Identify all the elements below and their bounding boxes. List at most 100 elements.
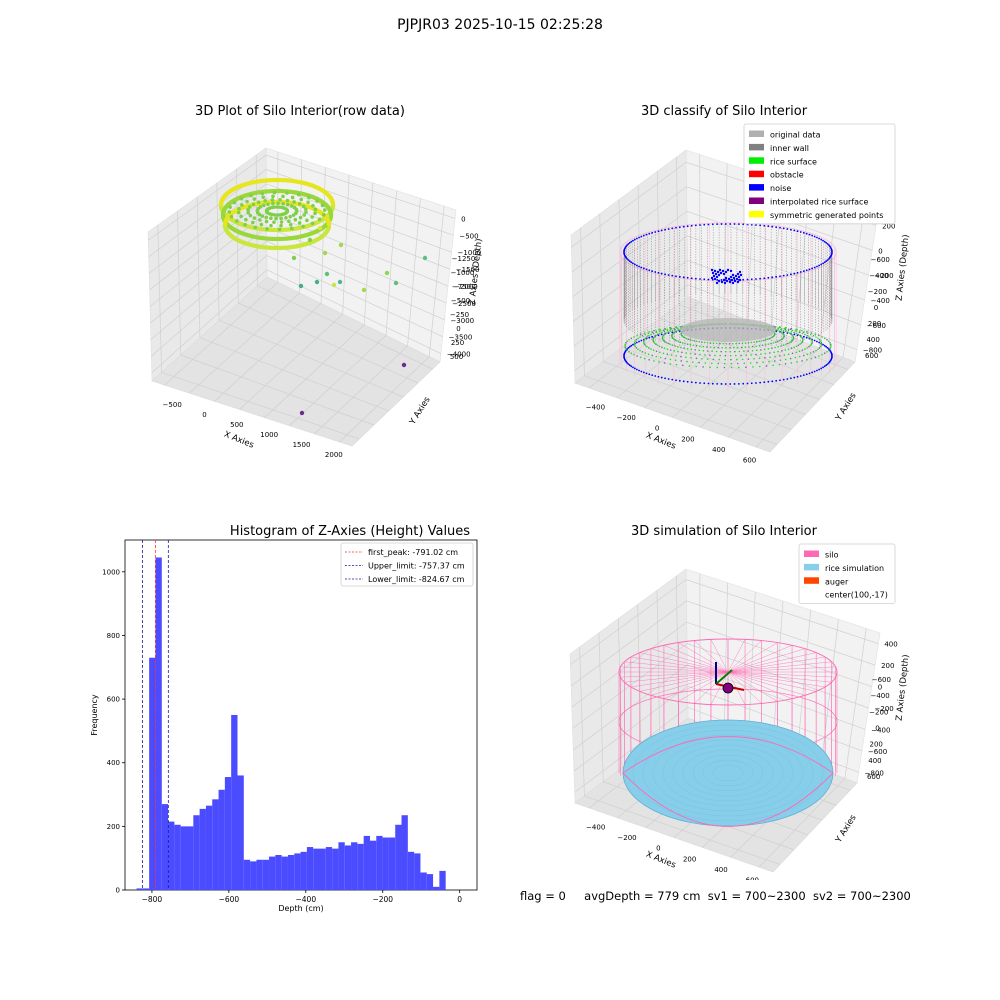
classify-rice-point	[633, 336, 635, 338]
classify-rice-point	[637, 337, 639, 340]
raw-data-point	[299, 197, 304, 202]
classify-rice-point	[767, 347, 770, 350]
classify-noise-cluster	[717, 273, 721, 277]
classify-z-grid	[572, 210, 869, 297]
raw-y-grid	[164, 282, 279, 386]
classify-rice-point	[677, 329, 680, 332]
classify-noise-point	[651, 374, 654, 377]
classify-rice-point	[702, 349, 705, 352]
classify-rice-point	[823, 352, 826, 355]
raw-outlier-point	[322, 250, 328, 256]
classify-rice-point	[783, 354, 786, 356]
classify-rice-point	[830, 344, 832, 347]
raw-z-grid	[151, 255, 443, 357]
raw-x-grid	[257, 285, 433, 370]
classify-noise-point	[818, 368, 821, 371]
classify-rice-point	[784, 326, 787, 329]
histogram-bar	[193, 815, 200, 890]
classify-noise-point	[811, 267, 814, 270]
raw-data-point	[302, 213, 306, 217]
classify-rice-point	[787, 328, 790, 331]
classify-rice-point	[695, 357, 698, 360]
classify-noise-cluster	[715, 275, 719, 279]
classify-center-cone	[680, 318, 776, 342]
classify-rice-point	[694, 349, 697, 351]
raw-outlier-point	[338, 242, 344, 248]
classify-noise-point	[818, 237, 821, 240]
classify-rice-point	[820, 344, 823, 346]
classify-noise-point	[627, 347, 630, 349]
classify-noise-point	[627, 363, 630, 365]
classify-rice-point	[811, 339, 813, 342]
classify-rice-point	[735, 354, 737, 357]
classify-rice-point	[808, 336, 810, 338]
classify-rice-point	[755, 353, 757, 356]
histogram-x-tick: −800	[142, 895, 163, 904]
classify-noise-cluster	[734, 274, 738, 278]
classify-noise-point	[671, 378, 674, 381]
classify-noise-point	[630, 240, 633, 243]
classify-rice-point	[779, 339, 782, 341]
raw-data-point	[249, 193, 253, 198]
raw-data-point	[271, 194, 275, 199]
raw-data-point	[269, 216, 273, 221]
raw-outlier-point	[401, 362, 407, 368]
classify-rice-point	[756, 340, 758, 343]
classify-rice-point	[801, 341, 803, 343]
histogram-bar	[300, 851, 307, 890]
raw-data-point	[277, 213, 282, 217]
classify-rice-point	[791, 352, 794, 355]
classify-rice-point	[669, 343, 671, 346]
raw-data-point	[250, 220, 255, 225]
classify-noise-point	[711, 278, 714, 281]
classify-rice-point	[655, 343, 657, 346]
classify-noise-point	[627, 259, 630, 261]
classify-noise-point	[667, 378, 670, 380]
classify-rice-point	[698, 349, 701, 352]
classify-rice-point	[823, 337, 826, 340]
classify-rice-point	[659, 356, 662, 359]
classify-rice-point	[670, 327, 673, 330]
sim-y-tick: −600	[872, 676, 891, 684]
classify-rice-point	[665, 332, 668, 334]
histogram-bar	[275, 855, 282, 890]
classify-noise-cluster	[724, 270, 728, 274]
classify-rice-point	[655, 355, 658, 358]
classify-rice-point	[784, 358, 787, 361]
classify-rice-point	[633, 344, 636, 346]
classify-noise-point	[822, 343, 824, 346]
classify-legend-label: inner wall	[770, 144, 809, 153]
classify-rice-point	[753, 357, 755, 360]
classify-z-grid	[574, 284, 858, 371]
classify-noise-cluster	[723, 281, 727, 285]
classify-noise-point	[786, 228, 789, 230]
raw-data-point	[270, 198, 275, 202]
classify-rice-point	[718, 358, 720, 361]
classify-noise-point	[763, 381, 766, 384]
classify-y-tick: −200	[868, 288, 887, 296]
classify-noise-point	[648, 336, 651, 339]
classify-rice-point	[744, 346, 747, 348]
raw-y-grid	[239, 313, 343, 410]
classify-noise-point	[686, 225, 689, 228]
raw-data-point	[251, 202, 256, 207]
classify-rice-point	[743, 362, 746, 365]
raw-data-point	[281, 201, 285, 206]
classify-rice-point	[671, 329, 674, 332]
classify-rice-point	[737, 366, 740, 369]
classify-noise-point	[642, 371, 645, 374]
classify-rice-point	[689, 352, 692, 355]
classify-rice-point	[810, 343, 813, 346]
classify-noise-point	[716, 382, 719, 385]
raw-data-point	[293, 217, 298, 222]
classify-rice-point	[793, 331, 795, 334]
classify-y-tick: 0	[874, 304, 878, 312]
classify-rice-point	[674, 359, 677, 362]
classify-rice-point	[752, 366, 754, 368]
classify-noise-point	[786, 378, 789, 380]
raw-data-point	[252, 216, 257, 220]
sim-x-tick: 400	[714, 866, 727, 874]
sim-silo-roof-line	[727, 661, 832, 673]
classify-rice-point	[639, 349, 641, 352]
classify-rice-point	[798, 331, 801, 334]
